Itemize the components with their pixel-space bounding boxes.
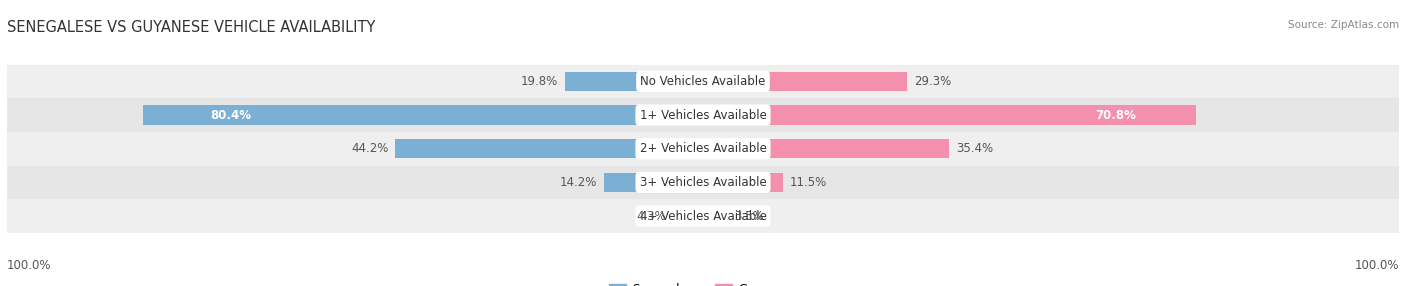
Text: Source: ZipAtlas.com: Source: ZipAtlas.com xyxy=(1288,20,1399,30)
Bar xyxy=(7,65,1399,98)
Text: 70.8%: 70.8% xyxy=(1095,109,1136,122)
Text: SENEGALESE VS GUYANESE VEHICLE AVAILABILITY: SENEGALESE VS GUYANESE VEHICLE AVAILABIL… xyxy=(7,20,375,35)
Text: 100.0%: 100.0% xyxy=(7,259,52,272)
Bar xyxy=(605,173,703,192)
Text: 1+ Vehicles Available: 1+ Vehicles Available xyxy=(640,109,766,122)
Text: 19.8%: 19.8% xyxy=(522,75,558,88)
Text: 100.0%: 100.0% xyxy=(1354,259,1399,272)
Bar xyxy=(7,166,1399,199)
Bar xyxy=(703,72,907,91)
Bar xyxy=(7,132,1399,166)
Text: 4.3%: 4.3% xyxy=(637,210,666,223)
Bar xyxy=(703,105,1195,125)
Text: 44.2%: 44.2% xyxy=(352,142,388,155)
Bar xyxy=(7,199,1399,233)
Bar xyxy=(395,139,703,158)
Text: No Vehicles Available: No Vehicles Available xyxy=(640,75,766,88)
Text: 11.5%: 11.5% xyxy=(790,176,827,189)
Bar xyxy=(565,72,703,91)
Legend: Senegalese, Guyanese: Senegalese, Guyanese xyxy=(605,278,801,286)
Bar xyxy=(7,98,1399,132)
Bar xyxy=(673,206,703,226)
Text: 14.2%: 14.2% xyxy=(560,176,598,189)
Text: 4+ Vehicles Available: 4+ Vehicles Available xyxy=(640,210,766,223)
Bar xyxy=(703,139,949,158)
Text: 2+ Vehicles Available: 2+ Vehicles Available xyxy=(640,142,766,155)
Bar xyxy=(703,206,727,226)
Text: 35.4%: 35.4% xyxy=(956,142,994,155)
Bar xyxy=(703,173,783,192)
Text: 3.5%: 3.5% xyxy=(734,210,763,223)
Bar xyxy=(143,105,703,125)
Text: 80.4%: 80.4% xyxy=(211,109,252,122)
Text: 3+ Vehicles Available: 3+ Vehicles Available xyxy=(640,176,766,189)
Text: 29.3%: 29.3% xyxy=(914,75,950,88)
